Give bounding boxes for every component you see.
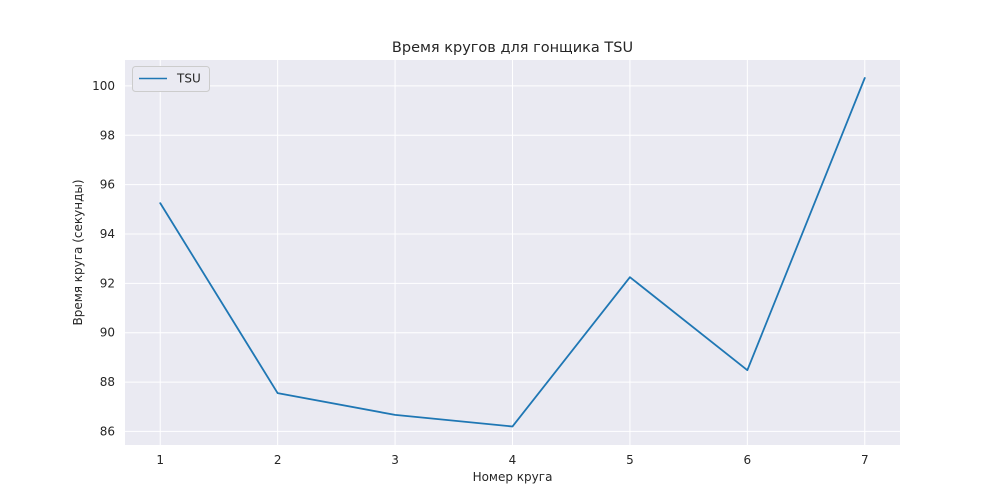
series-group [159,77,866,428]
x-tick-label: 4 [509,453,517,467]
x-axis-label: Номер круга [473,470,553,484]
x-tick-label: 2 [274,453,282,467]
x-axis-ticks: 1 2 3 4 5 6 7 [156,453,868,467]
y-tick-label: 96 [100,178,115,192]
chart-title: Время кругов для гонщика TSU [392,40,633,56]
x-tick-label: 1 [156,453,164,467]
x-tick-label: 7 [861,453,869,467]
y-tick-label: 86 [100,424,115,438]
y-tick-label: 88 [100,375,115,389]
gridlines [125,60,900,445]
legend: TSU [132,66,210,92]
x-tick-label: 3 [391,453,399,467]
legend-box [132,66,210,92]
y-axis-ticks: 86 88 90 92 94 96 98 100 [92,79,115,439]
y-tick-label: 90 [100,326,115,340]
series-line-tsu [159,77,866,428]
y-tick-label: 98 [100,128,115,142]
x-tick-label: 5 [626,453,634,467]
y-axis-label: Время круга (секунды) [71,179,85,325]
y-tick-label: 94 [100,227,115,241]
y-tick-label: 100 [92,79,115,93]
y-tick-label: 92 [100,276,115,290]
legend-label-tsu: TSU [176,72,201,86]
x-tick-label: 6 [744,453,752,467]
